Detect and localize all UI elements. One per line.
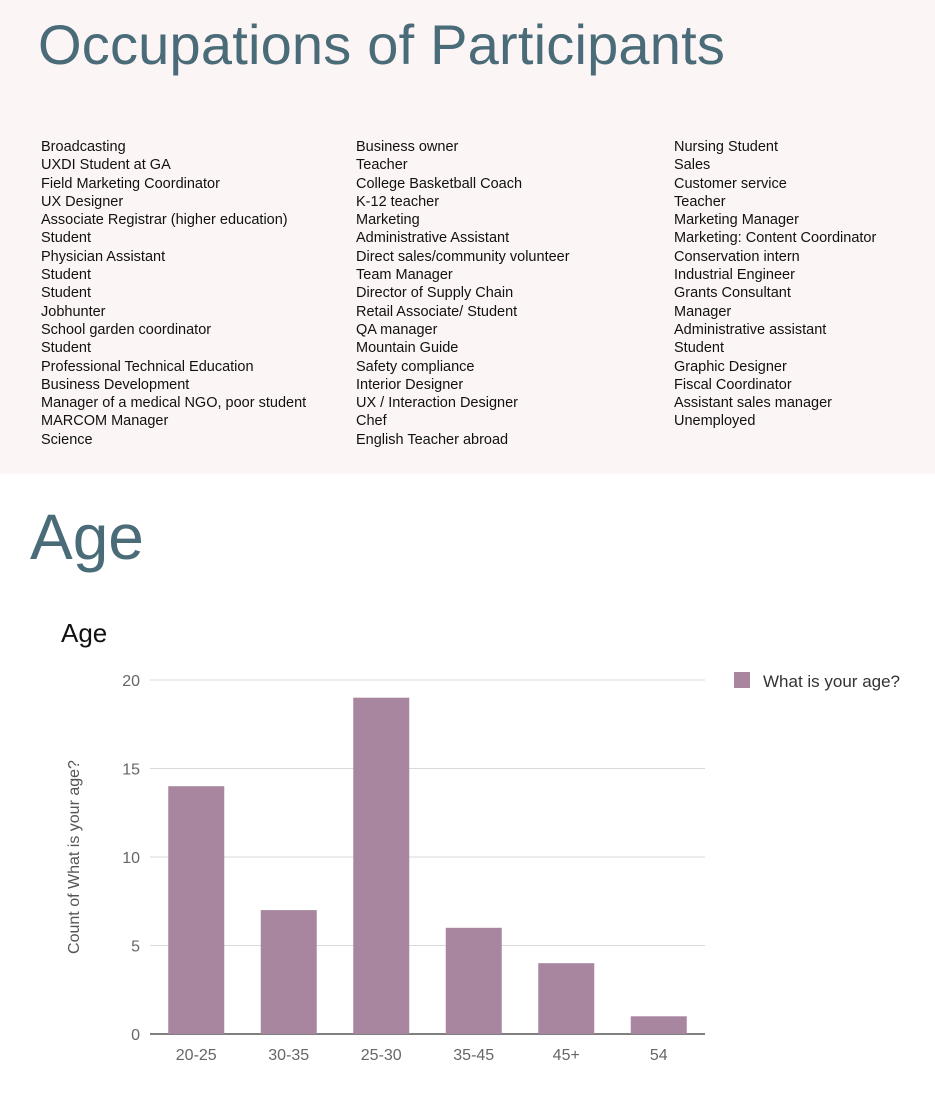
bar (538, 963, 595, 1034)
occupation-item: Teacher (674, 193, 726, 210)
occupations-section: Occupations of Participants Broadcasting… (0, 0, 935, 474)
occupation-item: Mountain Guide (356, 340, 459, 357)
x-tick-label: 35-45 (453, 1047, 494, 1064)
occupation-item: Broadcasting (41, 139, 126, 155)
y-tick-label: 20 (122, 673, 140, 690)
occupation-item: Safety compliance (356, 358, 475, 375)
occupation-item: Assistant sales manager (674, 395, 832, 412)
y-tick-label: 15 (122, 762, 140, 779)
chart-legend: What is your age? (734, 672, 900, 691)
chart-gridlines (150, 679, 705, 1035)
y-axis-label: Count of What is your age? (66, 760, 83, 954)
occupation-item: Grants Consultant (674, 285, 791, 302)
occupation-item: K-12 teacher (356, 193, 440, 210)
bar (168, 786, 225, 1034)
occupation-item: Team Manager (356, 267, 453, 284)
occupation-item: Professional Technical Education (41, 358, 254, 375)
occupations-column-1: Broadcasting UXDI Student at GA Field Mark… (41, 138, 306, 449)
occupation-item: Physician Assistant (41, 248, 166, 265)
occupation-item: Graphic Designer (674, 358, 787, 375)
x-axis-ticks: 20-25 30-35 25-30 35-45 45+ 54 (176, 1047, 668, 1064)
occupation-item: School garden coordinator (41, 321, 212, 338)
occupation-item: Business owner (356, 139, 459, 155)
occupation-item: Chef (356, 413, 387, 430)
chart-bars (168, 697, 687, 1034)
occupations-column-3: Nursing Student Sales Customer service Teac… (674, 138, 876, 431)
bar (353, 697, 410, 1034)
occupation-item: Sales (674, 157, 711, 174)
legend-label: What is your age? (763, 672, 900, 691)
chart-title: Age (61, 618, 107, 648)
occupation-item: Director of Supply Chain (356, 285, 514, 302)
occupation-item: UX Designer (41, 193, 124, 210)
x-tick-label: 20-25 (176, 1047, 217, 1064)
x-tick-label: 54 (650, 1047, 668, 1064)
occupation-item: Industrial Engineer (674, 267, 795, 284)
occupation-item: Student (41, 340, 91, 357)
occupation-item: Business Development (41, 376, 190, 393)
occupation-item: UX / Interaction Designer (356, 395, 518, 412)
age-bar-chart: Age 0 5 10 15 20 20-25 30-35 25-30 35-45 45+ 54 C… (61, 618, 900, 1064)
occupation-item: Science (41, 431, 93, 448)
occupation-item: Student (41, 267, 91, 284)
y-tick-label: 5 (131, 939, 140, 956)
occupation-item: UXDI Student at GA (41, 157, 171, 174)
bar (260, 910, 317, 1034)
occupations-column-2: Business owner Teacher College Basketball … (356, 138, 570, 449)
occupation-item: Administrative assistant (674, 321, 827, 338)
x-tick-label: 45+ (553, 1047, 580, 1064)
y-tick-label: 0 (131, 1027, 140, 1044)
bar (630, 1016, 687, 1034)
occupation-item: Teacher (356, 157, 408, 174)
occupation-item: Interior Designer (356, 376, 464, 393)
y-axis-ticks: 0 5 10 15 20 (122, 673, 140, 1044)
occupation-item: Jobhunter (41, 303, 106, 320)
occupation-item: Administrative Assistant (356, 230, 510, 247)
occupation-item: Manager (674, 303, 732, 320)
x-tick-label: 30-35 (268, 1047, 309, 1064)
occupation-item: Student (41, 285, 91, 302)
occupation-item: Retail Associate/ Student (356, 303, 518, 320)
age-section-title: Age (30, 501, 144, 573)
occupation-item: Unemployed (674, 413, 756, 430)
bar (445, 927, 502, 1034)
occupation-item: College Basketball Coach (356, 175, 523, 192)
occupation-item: Manager of a medical NGO, poor student (41, 395, 307, 412)
occupation-item: Associate Registrar (higher education) (41, 212, 288, 229)
occupation-item: QA manager (356, 321, 438, 338)
occupation-item: Marketing Manager (674, 212, 799, 229)
occupation-item: Nursing Student (674, 139, 778, 155)
occupation-item: Student (41, 230, 91, 247)
occupation-item: English Teacher abroad (356, 431, 509, 448)
occupation-item: MARCOM Manager (41, 413, 169, 430)
occupation-item: Field Marketing Coordinator (41, 175, 220, 192)
occupation-item: Customer service (674, 175, 787, 192)
occupation-item: Fiscal Coordinator (674, 376, 792, 393)
occupation-item: Student (674, 340, 724, 357)
x-tick-label: 25-30 (361, 1047, 402, 1064)
occupation-item: Marketing: Content Coordinator (674, 230, 877, 247)
legend-swatch (734, 672, 750, 688)
occupation-item: Marketing (356, 212, 420, 229)
occupation-item: Direct sales/community volunteer (356, 248, 570, 265)
y-tick-label: 10 (122, 850, 140, 867)
occupations-title: Occupations of Participants (38, 13, 726, 76)
occupation-item: Conservation intern (674, 248, 800, 265)
